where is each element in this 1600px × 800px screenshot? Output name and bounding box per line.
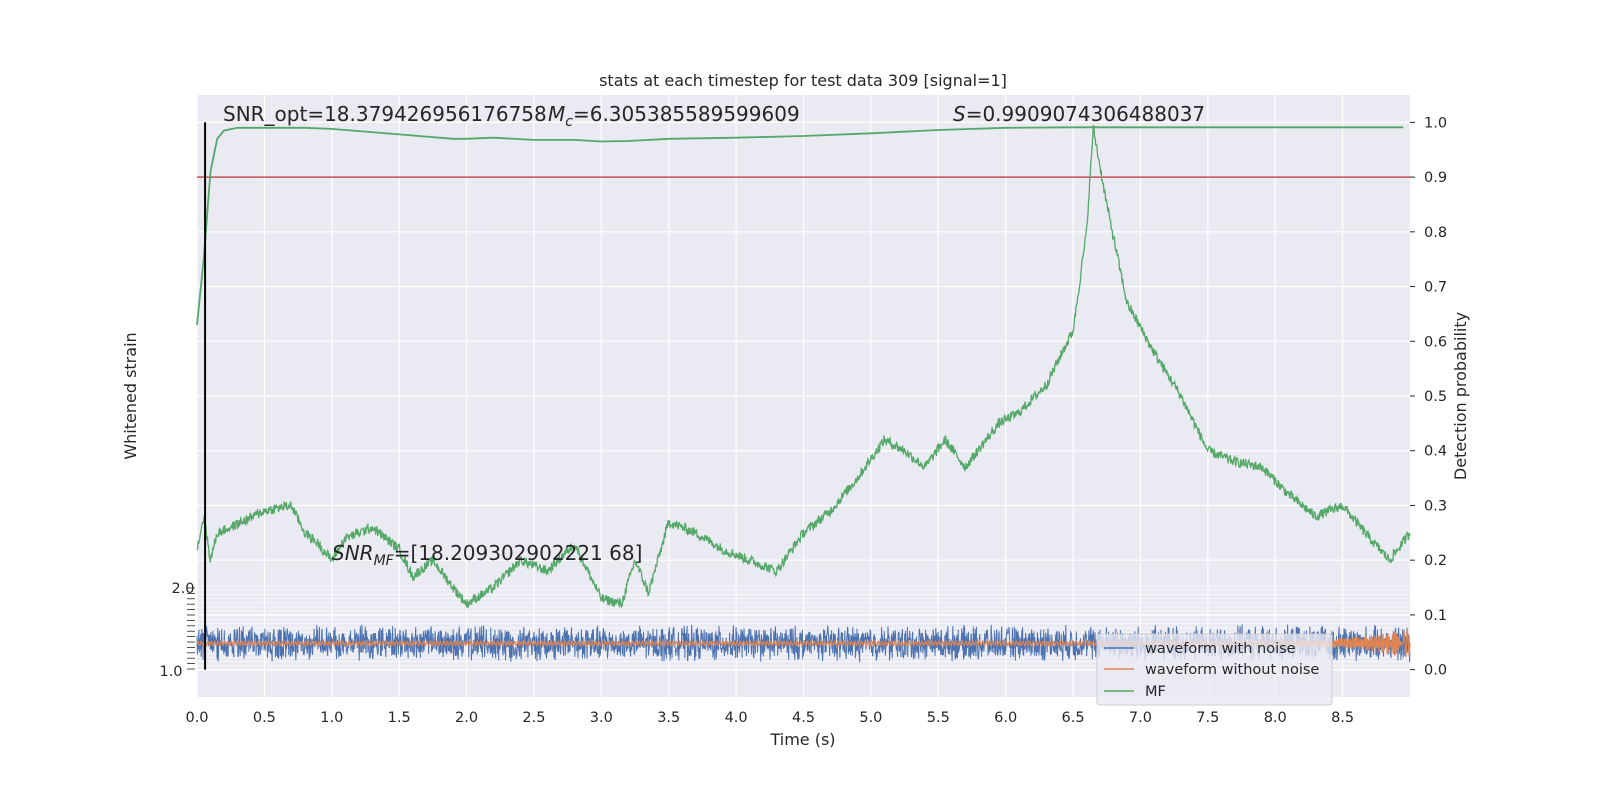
x-tick-label: 0.0	[185, 710, 208, 726]
x-tick-label: 4.5	[792, 710, 815, 726]
y-tick-label: 0.9	[1424, 170, 1447, 186]
x-tick-label: 5.0	[859, 710, 882, 726]
y-tick-label: 0.4	[1424, 444, 1447, 460]
x-tick-label: 1.0	[320, 710, 343, 726]
x-tick-label: 8.0	[1264, 710, 1287, 726]
x-tick-label: 8.5	[1331, 710, 1354, 726]
y-tick-label: 0.3	[1424, 498, 1447, 514]
series-mf	[196, 126, 1404, 325]
axes: 0.0 0.5 1.0 1.5 2.0 2.5 3.0 3.5 4.0 4.5 5.0 5.5 6.0 6…	[159, 115, 1447, 726]
x-tick-label: 5.5	[927, 710, 950, 726]
x-tick-label: 0.5	[253, 710, 276, 726]
legend-label-waveform-with-noise: waveform with noise	[1145, 641, 1296, 657]
y-tick-label: 0.2	[1424, 553, 1447, 569]
x-tick-label: 2.5	[522, 710, 545, 726]
legend: waveform with noise waveform without noi…	[1096, 633, 1333, 706]
x-tick-label: 1.5	[388, 710, 411, 726]
legend-box	[1096, 633, 1333, 706]
s-annotation: S=0.9909074306488037	[953, 102, 1205, 126]
y-axis-label-left: Whitened strain	[121, 332, 140, 459]
chart-title: stats at each timestep for test data 309…	[599, 71, 1007, 90]
y-tick-label: 0.6	[1424, 334, 1447, 350]
y-tick-label: 1.0	[1424, 115, 1447, 131]
grid	[196, 95, 1410, 697]
y-tick-label: 0.8	[1424, 225, 1447, 241]
snr-opt-annotation: SNR_opt=18.379426956176758	[223, 102, 547, 126]
x-axis-label: Time (s)	[769, 730, 835, 749]
left-tick-label-top: 2.0	[171, 581, 194, 597]
legend-label-waveform-without-noise: waveform without noise	[1145, 662, 1319, 678]
y-tick-label: 0.7	[1424, 280, 1447, 296]
left-tick-label-bottom: 1.0	[159, 664, 182, 680]
y-axis-label-right: Detection probability	[1451, 312, 1470, 480]
y-tick-label: 0.5	[1424, 389, 1447, 405]
snr-mf-annotation: SNRMF=[18.209302902221 68]	[332, 541, 642, 569]
x-tick-label: 7.0	[1129, 710, 1152, 726]
x-tick-label: 3.5	[657, 710, 680, 726]
x-tick-label: 7.5	[1196, 710, 1219, 726]
x-tick-label: 6.0	[994, 710, 1017, 726]
series-mf-noisy	[196, 124, 1411, 609]
y-tick-label: 0.0	[1424, 663, 1447, 679]
x-tick-label: 6.5	[1062, 710, 1085, 726]
y-tick-label: 0.1	[1424, 608, 1447, 624]
x-tick-label: 4.0	[725, 710, 748, 726]
legend-label-mf: MF	[1145, 684, 1166, 700]
x-tick-label: 2.0	[455, 710, 478, 726]
x-tick-label: 3.0	[590, 710, 613, 726]
mc-annotation: Mc=6.305385589599609	[548, 102, 800, 130]
